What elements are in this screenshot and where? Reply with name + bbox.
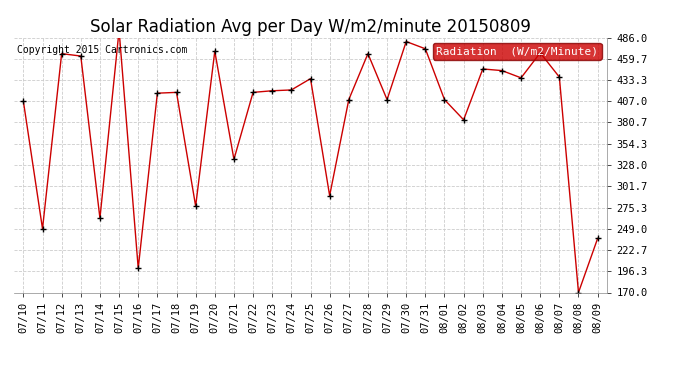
Title: Solar Radiation Avg per Day W/m2/minute 20150809: Solar Radiation Avg per Day W/m2/minute … [90, 18, 531, 36]
Text: Copyright 2015 Cartronics.com: Copyright 2015 Cartronics.com [17, 45, 187, 55]
Legend: Radiation  (W/m2/Minute): Radiation (W/m2/Minute) [433, 43, 602, 60]
